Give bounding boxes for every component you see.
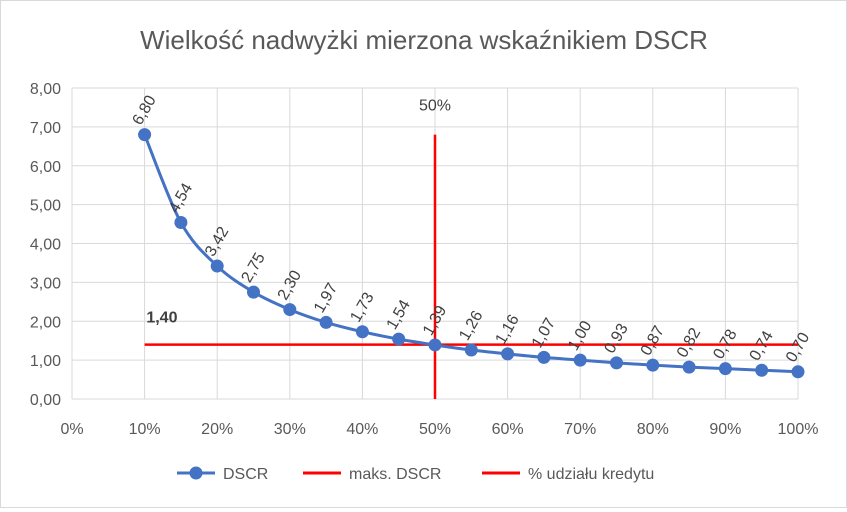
dscr-data-label: 4,54: [166, 180, 196, 216]
dscr-data-label: 1,97: [311, 280, 341, 316]
dscr-data-label: 1,54: [384, 297, 414, 333]
dscr-point: [392, 332, 406, 346]
x-tick-label: 20%: [201, 421, 233, 438]
y-tick-label: 5,00: [30, 198, 61, 215]
legend-item-dscr: DSCR: [177, 466, 268, 483]
maks-dscr-label: 1,40: [146, 310, 177, 327]
dscr-point: [537, 350, 551, 364]
dscr-point: [791, 365, 805, 379]
dscr-point: [646, 358, 660, 372]
dscr-point: [428, 338, 442, 352]
dscr-data-label: 0,70: [783, 330, 813, 366]
legend-maks-dscr-label: maks. DSCR: [349, 466, 441, 483]
x-tick-label: 100%: [778, 421, 819, 438]
dscr-data-label: 1,16: [493, 312, 523, 348]
dscr-point: [610, 356, 623, 370]
x-tick-label: 40%: [346, 421, 378, 438]
dscr-point: [682, 360, 696, 374]
y-tick-label: 3,00: [30, 275, 61, 292]
dscr-data-label: 0,74: [747, 328, 777, 364]
dscr-data-label: 0,87: [638, 323, 668, 359]
x-tick-label: 10%: [129, 421, 161, 438]
axis-labels: 0,00 1,00 2,00 3,00 4,00 5,00 6,00 7,00 8,00 0% 10…: [30, 81, 819, 438]
dscr-data-label: 1,39: [420, 303, 450, 339]
dscr-data-label: 2,75: [238, 250, 268, 286]
y-tick-label: 4,00: [30, 237, 61, 254]
dscr-point: [573, 353, 587, 367]
x-tick-label: 90%: [709, 421, 741, 438]
legend-dscr-marker: [189, 466, 203, 480]
dscr-point: [174, 216, 188, 230]
dscr-point: [210, 259, 224, 273]
dscr-data-label: 1,26: [456, 308, 486, 344]
udzial-kredytu-label: 50%: [419, 98, 451, 115]
x-tick-label: 80%: [637, 421, 669, 438]
y-tick-label: 1,00: [30, 353, 61, 370]
x-tick-label: 0%: [60, 421, 83, 438]
y-tick-label: 2,00: [30, 314, 61, 331]
dscr-data-label: 3,42: [202, 224, 232, 260]
x-tick-label: 70%: [564, 421, 596, 438]
dscr-point: [718, 362, 732, 376]
y-tick-label: 0,00: [30, 392, 61, 409]
dscr-point: [283, 303, 297, 317]
dscr-data-label: 0,93: [601, 321, 631, 357]
dscr-series: 6,80 4,543,422,75 2,30 1,97 1,73 1,54 1,39 1,26…: [130, 93, 813, 379]
dscr-point: [355, 325, 369, 339]
legend-dscr-label: DSCR: [223, 466, 268, 483]
dscr-point: [319, 315, 333, 329]
dscr-data-label: 1,00: [565, 318, 595, 354]
x-tick-label: 50%: [419, 421, 451, 438]
legend-udzial-label: % udziału kredytu: [528, 466, 654, 483]
x-tick-label: 30%: [274, 421, 306, 438]
dscr-data-label: 6,80: [130, 93, 160, 129]
dscr-data-label: 1,73: [347, 290, 377, 326]
dscr-point: [247, 285, 260, 299]
legend: DSCR maks. DSCR % udziału kredytu: [177, 466, 654, 483]
y-tick-label: 6,00: [30, 159, 61, 176]
legend-item-maks-dscr: maks. DSCR: [303, 466, 441, 483]
x-tick-label: 60%: [492, 421, 524, 438]
chart-title: Wielkość nadwyżki mierzona wskaźnikiem D…: [140, 25, 708, 55]
dscr-point: [138, 128, 152, 142]
y-tick-label: 7,00: [30, 120, 61, 137]
dscr-point: [755, 363, 769, 377]
y-tick-label: 8,00: [30, 81, 61, 98]
legend-item-udzial-kredytu: % udziału kredytu: [482, 466, 654, 483]
dscr-data-label: 2,30: [275, 268, 305, 304]
dscr-data-label: 0,82: [674, 325, 704, 361]
dscr-point: [464, 343, 478, 357]
dscr-point: [501, 347, 515, 361]
